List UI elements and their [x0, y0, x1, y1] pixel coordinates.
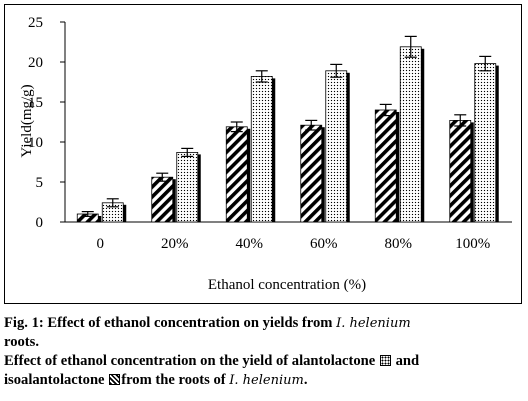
caption-line-4: isoalantolactone from the roots of I. he… — [4, 371, 524, 390]
caption-species: I. helenium — [229, 373, 304, 388]
x-tick-label: 100% — [455, 236, 490, 252]
caption-line-1: Fig. 1: Effect of ethanol concentration … — [4, 314, 524, 333]
isoalantolactone-bar — [225, 126, 248, 223]
x-tick-label: 0 — [97, 236, 105, 252]
alantolactone-bar — [399, 46, 422, 223]
alantolactone-swatch-icon — [379, 355, 391, 366]
figure-frame — [4, 4, 522, 304]
y-axis: 0 5 10 15 20 25 — [28, 15, 66, 231]
y-tick-label: 20 — [28, 55, 43, 71]
figure-caption: Fig. 1: Effect of ethanol concentration … — [4, 314, 524, 390]
x-tick-label: 80% — [385, 236, 413, 252]
isoalantolactone-bar — [374, 109, 397, 223]
caption-text: Effect of ethanol concentration on the y… — [4, 353, 376, 369]
isoalantolactone-bar — [151, 176, 174, 223]
x-tick-label: 40% — [236, 236, 264, 252]
x-tick-label: 20% — [161, 236, 189, 252]
alantolactone-bar — [325, 70, 348, 223]
x-axis-label: Ethanol concentration (%) — [208, 277, 366, 293]
y-tick-label: 5 — [36, 175, 44, 191]
alantolactone-bar — [474, 63, 497, 223]
caption-text: isoalantolactone — [4, 372, 105, 388]
x-tick-label: 60% — [310, 236, 338, 252]
caption-line-3: Effect of ethanol concentration on the y… — [4, 352, 524, 371]
caption-species: I. helenium — [336, 316, 411, 331]
caption-text: from the roots of — [121, 372, 230, 388]
x-axis: 0 20% 40% 60% 80% 100% — [65, 221, 512, 252]
isoalantolactone-bar — [300, 124, 323, 223]
y-tick-label: 0 — [36, 215, 44, 231]
y-tick-label: 15 — [28, 95, 43, 111]
caption-text: . — [303, 372, 308, 388]
caption-line-2: roots. — [4, 334, 39, 350]
bars — [76, 35, 499, 223]
isoalantolactone-bar — [449, 120, 472, 223]
alantolactone-bar — [176, 151, 199, 223]
caption-text: and — [395, 353, 420, 369]
alantolactone-bar — [250, 76, 273, 223]
y-tick-label: 10 — [28, 135, 43, 151]
bar-chart: 0 5 10 15 20 25 0 20% 40% 60% 80% 100% Yield(mg/g)… — [19, 15, 512, 293]
isoalantolactone-swatch-icon — [109, 374, 121, 385]
caption-title: Fig. 1: Effect of ethanol concentration … — [4, 315, 337, 331]
y-axis-label: Yield(mg/g) — [19, 84, 35, 157]
y-tick-label: 25 — [28, 15, 43, 31]
